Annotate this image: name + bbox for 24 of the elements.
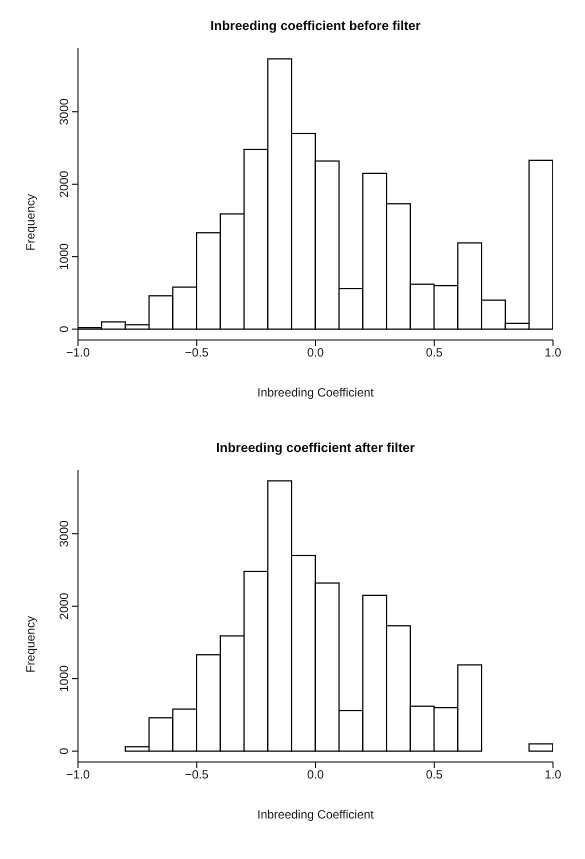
y-tick-label: 2000 <box>57 170 71 198</box>
x-tick-label: 0.5 <box>426 346 443 360</box>
y-axis-title: Frequency <box>23 616 38 673</box>
x-tick-label: −1.0 <box>66 768 90 782</box>
x-tick-label: −0.5 <box>184 346 209 360</box>
chart-title: Inbreeding coefficient before filter <box>210 18 421 33</box>
x-tick-label: 1.0 <box>544 346 562 360</box>
x-tick-label: 0.0 <box>307 768 324 782</box>
y-tick-label: 3000 <box>57 520 71 548</box>
x-tick-label: 0.0 <box>307 346 324 360</box>
x-tick-label: 1.0 <box>544 768 562 782</box>
y-tick-label: 0 <box>57 325 71 332</box>
x-tick-label: −0.5 <box>184 768 209 782</box>
x-axis-title: Inbreeding Coefficient <box>257 386 374 400</box>
y-tick-label: 0 <box>57 747 71 754</box>
y-tick-label: 1000 <box>57 243 71 270</box>
y-tick-label: 3000 <box>57 98 71 126</box>
x-axis-title: Inbreeding Coefficient <box>257 808 374 822</box>
y-tick-label: 1000 <box>57 665 71 692</box>
y-tick-label: 2000 <box>57 592 71 620</box>
x-tick-label: 0.5 <box>426 768 443 782</box>
chart-title: Inbreeding coefficient after filter <box>216 440 415 455</box>
x-tick-label: −1.0 <box>66 346 90 360</box>
y-axis-title: Frequency <box>23 194 38 251</box>
